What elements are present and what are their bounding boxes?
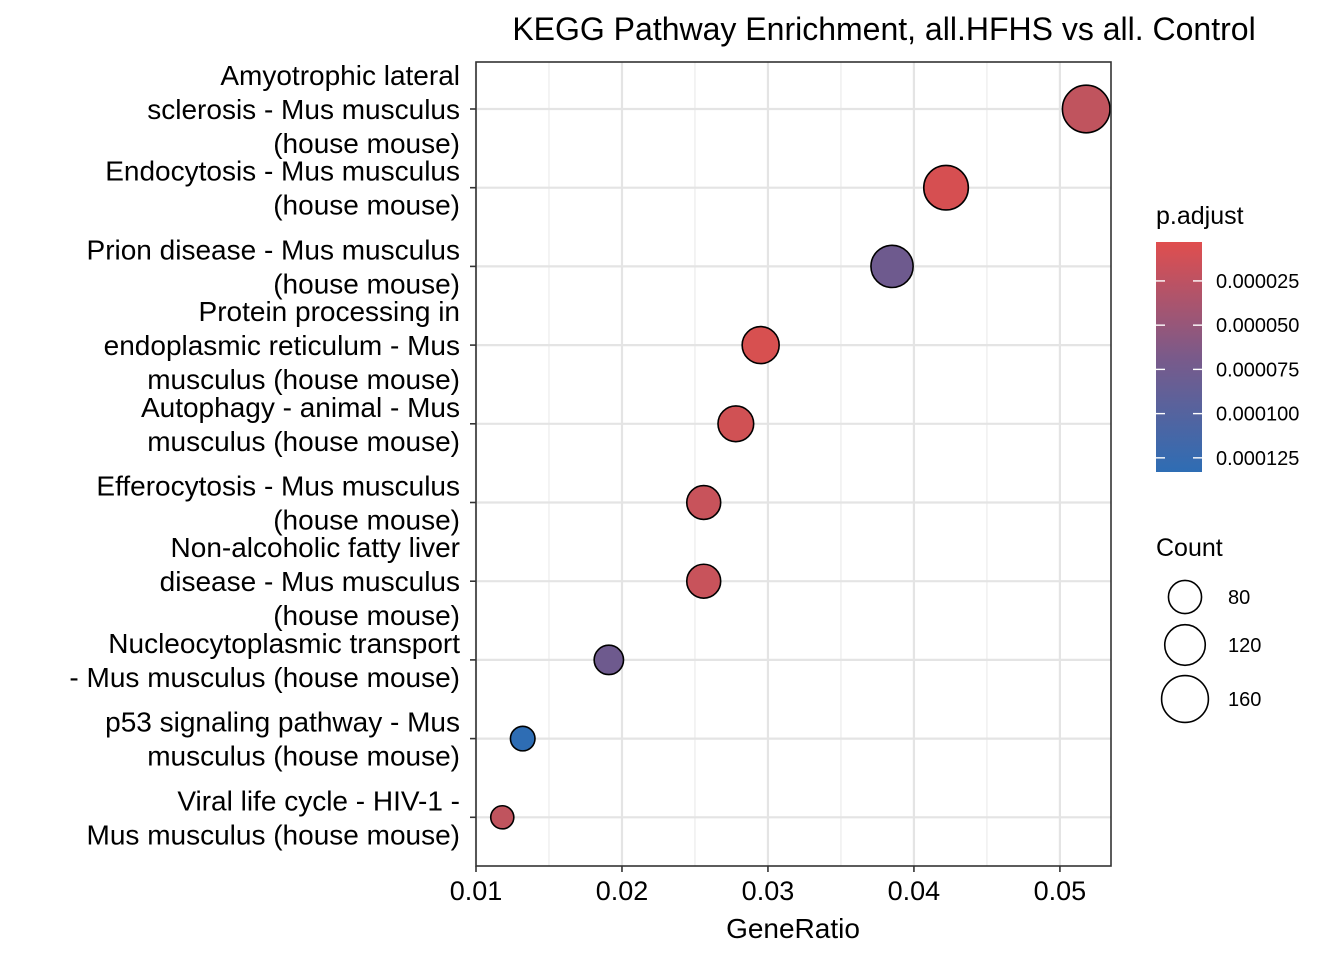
x-tick-label: 0.02 [596,876,649,906]
p-adjust-legend: p.adjust 0.000025 0.000050 0.000075 0.00010… [1156,202,1299,472]
count-legend-label: 80 [1228,587,1250,609]
x-axis: 0.01 0.02 0.03 0.04 0.05 [450,866,1086,906]
y-tick-label: Efferocytosis - Mus musculus (house mouse… [96,471,460,536]
data-point [1061,84,1111,134]
count-legend-circle [1163,623,1207,667]
chart-title: KEGG Pathway Enrichment, all.HFHS vs all… [512,11,1255,47]
x-tick-label: 0.05 [1034,876,1087,906]
colorbar-tick-label: 0.000025 [1216,271,1299,293]
colorbar-tick-label: 0.000100 [1216,404,1299,426]
data-point [509,725,536,752]
data-point [741,325,780,365]
count-legend-label: 120 [1228,635,1261,657]
data-point [922,164,970,211]
x-tick-label: 0.01 [450,876,503,906]
y-tick-label: Protein processing in endoplasmic reticul… [104,296,460,395]
data-point [593,644,625,676]
count-legend-circle [1160,674,1210,724]
count-legend-title: Count [1156,534,1223,562]
y-tick-label: Prion disease - Mus musculus (house mouse… [87,234,460,299]
data-point [685,563,722,599]
x-tick-label: 0.04 [888,876,941,906]
panel-border [475,61,1112,867]
colorbar-tick-label: 0.000050 [1216,315,1299,337]
y-tick-label: Nucleocytoplasmic transport - Mus musculu… [69,628,460,693]
y-tick-label: Endocytosis - Mus musculus (house mouse) [105,156,460,221]
y-tick-label: Autophagy - animal - Mus musculus (house … [141,392,460,457]
p-adjust-colorbar [1156,242,1202,472]
x-axis-title: GeneRatio [726,913,860,944]
colorbar-tick-label: 0.000125 [1216,448,1299,470]
count-legend-circle [1167,579,1203,615]
plot-panel [474,61,1112,867]
panel-background [476,62,1111,866]
y-tick-label: p53 signaling pathway - Mus musculus (hou… [105,707,460,772]
data-point [685,484,722,521]
p-adjust-legend-title: p.adjust [1156,202,1244,230]
colorbar-tick-label: 0.000075 [1216,359,1299,381]
x-tick-label: 0.03 [742,876,795,906]
y-axis-labels: Amyotrophic lateral sclerosis - Mus muscu… [69,60,476,850]
data-point [870,244,914,289]
y-tick-label: Non-alcoholic fatty liver disease - Mus m… [160,532,460,631]
data-point [489,804,515,830]
y-tick-label: Viral life cycle - HIV-1 -Mus musculus (… [87,785,460,850]
count-legend: Count 80 120 160 [1156,534,1261,724]
y-tick-label: Amyotrophic lateral sclerosis - Mus muscu… [147,60,460,159]
data-point [717,405,755,443]
count-legend-label: 160 [1228,689,1261,711]
